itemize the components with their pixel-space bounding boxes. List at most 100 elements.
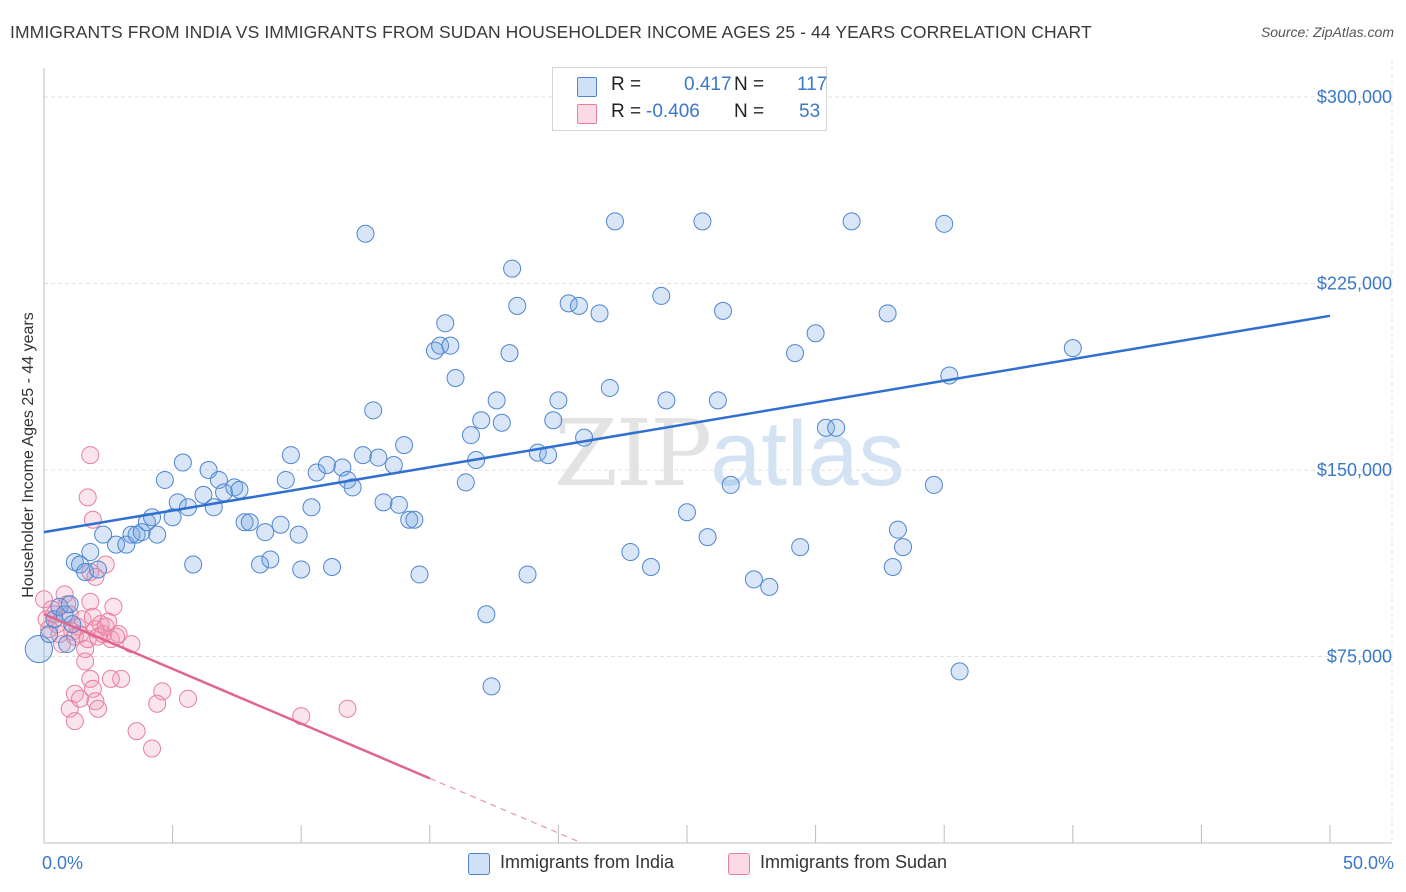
data-point-india	[405, 510, 424, 529]
axes	[43, 68, 1392, 844]
x-tick-label: 0.0%	[42, 853, 83, 873]
data-point-india	[708, 391, 727, 410]
data-point-sudan	[89, 699, 108, 718]
data-point-india	[508, 296, 527, 315]
trend-lines	[43, 314, 1331, 844]
data-point-india	[760, 577, 779, 596]
data-point-sudan	[101, 669, 120, 688]
legend-n-label: N =	[734, 101, 765, 122]
data-point-india	[94, 525, 113, 544]
data-point-india	[89, 560, 108, 579]
data-point-sudan	[153, 682, 172, 701]
data-point-india	[225, 478, 244, 497]
data-point-india	[127, 525, 146, 544]
data-point-india	[621, 543, 640, 562]
data-point-sudan	[35, 590, 53, 609]
legend-n-value: 53	[799, 101, 821, 122]
data-point-sudan	[71, 689, 90, 708]
data-point-india	[256, 523, 275, 542]
data-point-india	[261, 550, 280, 569]
data-point-india	[492, 413, 511, 432]
data-point-india	[374, 493, 393, 512]
data-point-india	[456, 473, 475, 492]
data-point-india	[924, 475, 943, 494]
data-point-india	[641, 557, 660, 576]
legend-swatch-india	[577, 77, 597, 97]
grid-lines	[44, 59, 1393, 843]
data-point-india	[143, 508, 162, 527]
data-point-india	[323, 557, 342, 576]
data-point-india	[482, 677, 501, 696]
data-point-sudan	[86, 567, 105, 586]
data-point-india	[878, 304, 897, 323]
watermark-atlas: atlas	[710, 403, 905, 505]
data-point-india	[307, 463, 326, 482]
data-point-india	[657, 391, 676, 410]
legend-r-label: R =	[611, 101, 642, 122]
y-tick-label: $75,000	[1327, 647, 1392, 667]
data-point-india	[343, 478, 362, 497]
data-point-india	[472, 411, 491, 430]
data-point-india	[744, 570, 763, 589]
data-point-india	[678, 503, 696, 522]
data-point-india	[353, 446, 372, 465]
data-point-india	[487, 391, 506, 410]
data-point-india	[1063, 339, 1082, 358]
data-point-india	[446, 368, 465, 387]
data-point-india	[477, 605, 496, 624]
data-point-india	[500, 344, 519, 363]
x-tick-label: 50.0%	[1343, 853, 1394, 873]
data-point-india	[721, 475, 740, 494]
data-point-india	[600, 378, 619, 397]
data-point-sudan	[179, 689, 198, 708]
data-point-india	[431, 336, 450, 355]
data-point-sudan	[104, 597, 123, 616]
data-point-india	[652, 286, 671, 305]
trend-line-sudan	[43, 613, 431, 780]
watermark: ZIPatlas	[554, 400, 905, 507]
data-point-india	[518, 565, 537, 584]
data-point-india	[436, 314, 455, 333]
data-point-india	[842, 212, 861, 231]
data-point-india	[184, 555, 203, 574]
data-point-india	[81, 543, 100, 562]
data-point-india	[132, 523, 151, 542]
data-point-india	[107, 535, 126, 554]
legend-swatch-sudan	[577, 104, 597, 124]
data-point-india	[461, 426, 480, 445]
source-credit: Source: ZipAtlas.com	[1260, 24, 1394, 40]
data-point-india	[827, 418, 846, 437]
legend-n-value: 117	[797, 74, 828, 95]
legend-r-label: R =	[611, 74, 642, 95]
data-point-india	[575, 428, 594, 447]
data-point-sudan	[81, 446, 100, 465]
data-point-india	[276, 470, 295, 489]
data-point-sudan	[338, 699, 357, 718]
data-point-india	[289, 525, 308, 544]
data-point-india	[292, 560, 311, 579]
data-point-india	[364, 401, 383, 420]
trend-line-india	[43, 314, 1331, 534]
data-point-india	[544, 411, 563, 430]
data-point-sudan	[143, 739, 162, 758]
data-point-sudan	[65, 712, 84, 731]
data-point-india	[549, 391, 568, 410]
data-point-india	[155, 470, 174, 489]
legend-r-value: 0.417	[684, 74, 732, 95]
data-point-india	[235, 513, 254, 532]
data-point-india	[271, 515, 290, 534]
data-point-india	[148, 525, 167, 544]
data-point-sudan	[112, 669, 131, 688]
bottom-legend-label-india: Immigrants from India	[500, 852, 675, 872]
data-point-india	[698, 528, 717, 547]
data-point-india	[714, 301, 733, 320]
legend-r-value: -0.406	[646, 101, 700, 122]
data-point-sudan	[81, 592, 100, 611]
data-point-india	[251, 555, 270, 574]
data-point-india	[122, 525, 141, 544]
data-point-india	[60, 595, 79, 614]
data-point-india	[590, 304, 609, 323]
data-point-sudan	[76, 652, 95, 671]
bottom-legend-swatch-sudan	[728, 853, 750, 875]
legend: R = 0.417 N = 117 R = -0.406 N = 53	[552, 67, 827, 131]
